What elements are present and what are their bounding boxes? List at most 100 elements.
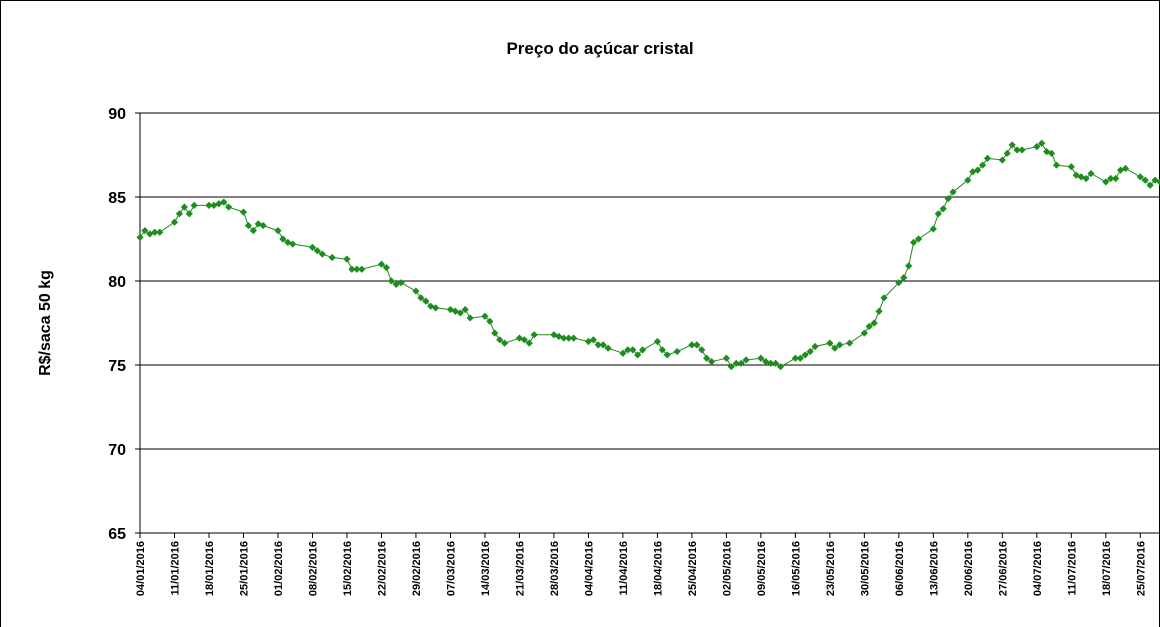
data-point xyxy=(1107,174,1115,183)
data-point xyxy=(875,307,883,315)
data-point xyxy=(279,235,287,243)
data-point xyxy=(175,210,184,218)
data-point xyxy=(1003,149,1011,157)
data-point xyxy=(156,228,164,236)
x-tick-label: 29/02/2016 xyxy=(411,541,423,596)
data-point xyxy=(225,203,233,211)
data-point xyxy=(530,331,538,339)
x-tick-label: 18/04/2016 xyxy=(652,541,664,596)
data-point xyxy=(481,312,489,320)
data-point xyxy=(451,307,459,315)
data-point xyxy=(205,201,213,209)
data-point xyxy=(639,346,647,354)
data-point xyxy=(318,250,326,258)
data-point xyxy=(274,227,282,235)
data-point xyxy=(570,334,578,342)
data-point xyxy=(584,337,593,346)
data-point xyxy=(845,339,854,347)
x-tick-label: 25/01/2016 xyxy=(238,541,250,596)
x-tick-label: 25/07/2016 xyxy=(1135,541,1147,596)
data-point xyxy=(1013,146,1021,154)
data-point xyxy=(565,334,573,342)
data-point xyxy=(772,359,780,367)
x-tick-label: 27/06/2016 xyxy=(997,541,1009,596)
data-point xyxy=(1077,173,1085,181)
data-point xyxy=(929,225,937,233)
x-tick-label: 15/02/2016 xyxy=(342,541,354,596)
x-tick-label: 04/07/2016 xyxy=(1032,541,1044,596)
data-point xyxy=(703,354,711,362)
x-tick-label: 25/04/2016 xyxy=(687,541,699,596)
data-point xyxy=(939,205,947,213)
data-point xyxy=(949,188,957,196)
data-point xyxy=(239,208,248,216)
data-point xyxy=(1067,163,1075,171)
data-point xyxy=(791,354,799,362)
data-point xyxy=(983,154,992,162)
x-tick-label: 09/05/2016 xyxy=(756,541,768,596)
data-point xyxy=(1047,149,1056,157)
x-tick-label: 04/04/2016 xyxy=(583,541,595,596)
data-point xyxy=(185,210,193,218)
data-point xyxy=(328,253,336,262)
data-point xyxy=(624,346,632,354)
y-tick-label: 65 xyxy=(108,526,126,543)
y-axis-label: R$/saca 50 kg xyxy=(37,270,54,376)
x-tick-label: 11/07/2016 xyxy=(1066,541,1078,595)
x-tick-label: 04/01/2016 xyxy=(135,541,147,596)
data-point xyxy=(491,329,499,337)
x-tick-label: 18/01/2016 xyxy=(204,541,216,596)
data-point xyxy=(466,314,474,322)
data-point xyxy=(432,304,440,312)
data-point xyxy=(594,341,602,349)
data-point xyxy=(560,334,568,342)
y-tick-label: 85 xyxy=(108,190,126,207)
data-point xyxy=(658,346,666,354)
data-point xyxy=(461,305,469,314)
x-tick-label: 11/01/2016 xyxy=(169,541,181,595)
data-point xyxy=(634,351,642,359)
data-point xyxy=(673,347,681,356)
data-point xyxy=(895,279,903,287)
data-point xyxy=(1141,176,1149,184)
x-tick-label: 13/06/2016 xyxy=(928,541,940,596)
data-point xyxy=(377,260,386,268)
data-point xyxy=(456,309,464,317)
y-tick-label: 90 xyxy=(108,106,126,123)
data-point xyxy=(969,168,977,176)
data-point xyxy=(550,331,558,339)
data-point xyxy=(742,356,750,364)
data-point xyxy=(313,247,321,255)
y-tick-label: 75 xyxy=(108,358,126,375)
data-point xyxy=(880,294,888,302)
data-point xyxy=(806,347,814,356)
data-point xyxy=(865,322,873,330)
y-tick-label: 80 xyxy=(108,274,126,291)
data-point xyxy=(1156,178,1160,186)
x-tick-label: 22/02/2016 xyxy=(376,541,388,596)
data-point xyxy=(343,255,351,263)
data-point xyxy=(1146,181,1154,189)
chart-title: Preço do açúcar cristal xyxy=(506,39,693,58)
data-point xyxy=(796,354,804,362)
data-point xyxy=(1087,169,1095,178)
data-point xyxy=(422,297,430,305)
data-point xyxy=(417,294,425,302)
data-point xyxy=(599,341,607,349)
data-point xyxy=(244,221,253,230)
y-tick-label: 70 xyxy=(108,442,126,459)
data-point xyxy=(732,359,740,367)
data-point xyxy=(826,339,834,347)
data-point xyxy=(604,344,612,352)
x-tick-label: 01/02/2016 xyxy=(273,541,285,596)
data-point xyxy=(811,342,819,351)
data-point xyxy=(1102,178,1110,186)
data-point xyxy=(860,329,868,337)
x-tick-label: 06/06/2016 xyxy=(894,541,906,596)
data-point xyxy=(1112,174,1120,183)
data-point xyxy=(698,346,706,354)
x-tick-label: 02/05/2016 xyxy=(721,541,733,596)
data-point xyxy=(392,280,400,288)
